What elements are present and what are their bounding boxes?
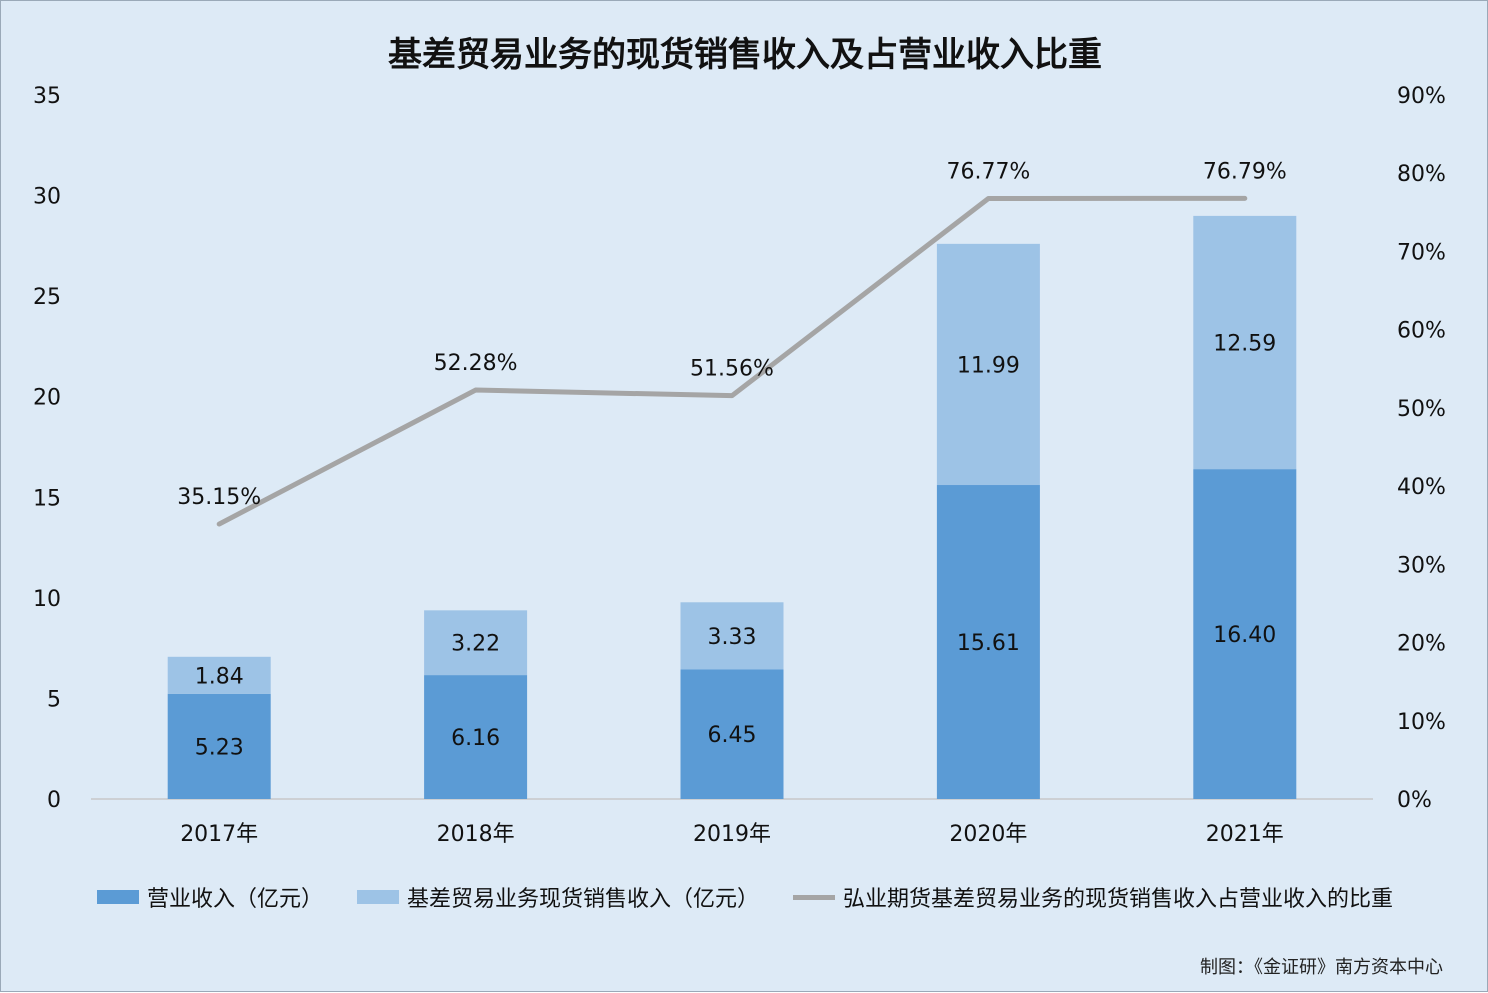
y-left-tick-label: 15 <box>33 486 61 511</box>
legend-item-revenue: 营业收入（亿元） <box>96 881 323 913</box>
line-ratio-point <box>987 197 990 200</box>
x-tick-label: 2019年 <box>693 822 771 847</box>
data-label-basis-trade: 1.84 <box>195 664 244 689</box>
y-left-tick-label: 5 <box>47 687 61 712</box>
y-left-tick-label: 30 <box>33 185 61 210</box>
y-right-tick-label: 60% <box>1397 319 1446 344</box>
legend-item-ratio: 弘业期货基差贸易业务的现货销售收入占营业收入的比重 <box>793 881 1393 913</box>
bar-revenue <box>680 669 784 799</box>
bar-basis-trade <box>680 602 784 670</box>
data-label-ratio: 35.15% <box>177 485 261 510</box>
legend-label-ratio: 弘业期货基差贸易业务的现货销售收入占营业收入的比重 <box>843 887 1394 912</box>
bar-basis-trade <box>1193 215 1297 470</box>
line-ratio-point <box>1243 197 1246 200</box>
y-left-tick-label: 0 <box>47 788 61 813</box>
legend-swatch-ratio <box>793 894 835 900</box>
x-tick-label: 2017年 <box>180 822 258 847</box>
bar-revenue <box>424 675 528 799</box>
bar-basis-trade <box>167 656 271 694</box>
data-label-revenue: 15.61 <box>957 631 1020 656</box>
data-label-basis-trade: 3.22 <box>451 632 500 657</box>
y-left-tick-label: 10 <box>33 587 61 612</box>
data-label-revenue: 6.16 <box>451 726 500 751</box>
bar-revenue <box>1193 469 1297 799</box>
y-right-tick-label: 80% <box>1397 162 1446 187</box>
y-right-tick-label: 20% <box>1397 632 1446 657</box>
bar-basis-trade <box>424 610 528 676</box>
y-right-tick-label: 90% <box>1397 84 1446 109</box>
x-tick-label: 2018年 <box>437 822 515 847</box>
y-left-tick-label: 25 <box>33 285 61 310</box>
y-right-tick-label: 0% <box>1397 788 1432 813</box>
legend: 营业收入（亿元） 基差贸易业务现货销售收入（亿元） 弘业期货基差贸易业务的现货销… <box>1 881 1488 913</box>
data-label-ratio: 52.28% <box>434 351 518 376</box>
line-ratio-point <box>218 523 221 526</box>
legend-label-revenue: 营业收入（亿元） <box>146 887 323 912</box>
y-right-tick-label: 70% <box>1397 240 1446 265</box>
legend-swatch-revenue <box>96 890 139 904</box>
y-right-tick-label: 10% <box>1397 710 1446 735</box>
bar-revenue <box>936 485 1040 799</box>
y-right-tick-label: 50% <box>1397 397 1446 422</box>
data-label-basis-trade: 12.59 <box>1213 332 1276 357</box>
bar-basis-trade <box>936 243 1040 486</box>
source-credit: 制图：《金证研》南方资本中心 <box>1200 957 1443 978</box>
data-label-basis-trade: 3.33 <box>708 625 757 650</box>
x-tick-label: 2020年 <box>949 822 1027 847</box>
data-label-ratio: 76.79% <box>1203 159 1287 184</box>
legend-item-basis-trade: 基差贸易业务现货销售收入（亿元） <box>356 881 759 913</box>
data-label-basis-trade: 11.99 <box>957 353 1020 378</box>
legend-label-basis-trade: 基差贸易业务现货销售收入（亿元） <box>406 887 759 912</box>
legend-swatch-basis-trade <box>356 890 399 904</box>
y-right-tick-label: 30% <box>1397 553 1446 578</box>
chart-title: 基差贸易业务的现货销售收入及占营业收入比重 <box>388 35 1102 75</box>
data-label-revenue: 6.45 <box>708 723 757 748</box>
x-tick-label: 2021年 <box>1206 822 1284 847</box>
data-label-revenue: 5.23 <box>195 735 244 760</box>
y-left-tick-label: 35 <box>33 84 61 109</box>
data-label-ratio: 51.56% <box>690 357 774 382</box>
bar-revenue <box>167 693 271 799</box>
y-left-tick-label: 20 <box>33 386 61 411</box>
y-right-tick-label: 40% <box>1397 475 1446 500</box>
data-label-revenue: 16.40 <box>1213 623 1276 648</box>
line-ratio-point <box>474 389 477 392</box>
line-ratio-point <box>731 394 733 397</box>
data-label-ratio: 76.77% <box>946 159 1030 184</box>
